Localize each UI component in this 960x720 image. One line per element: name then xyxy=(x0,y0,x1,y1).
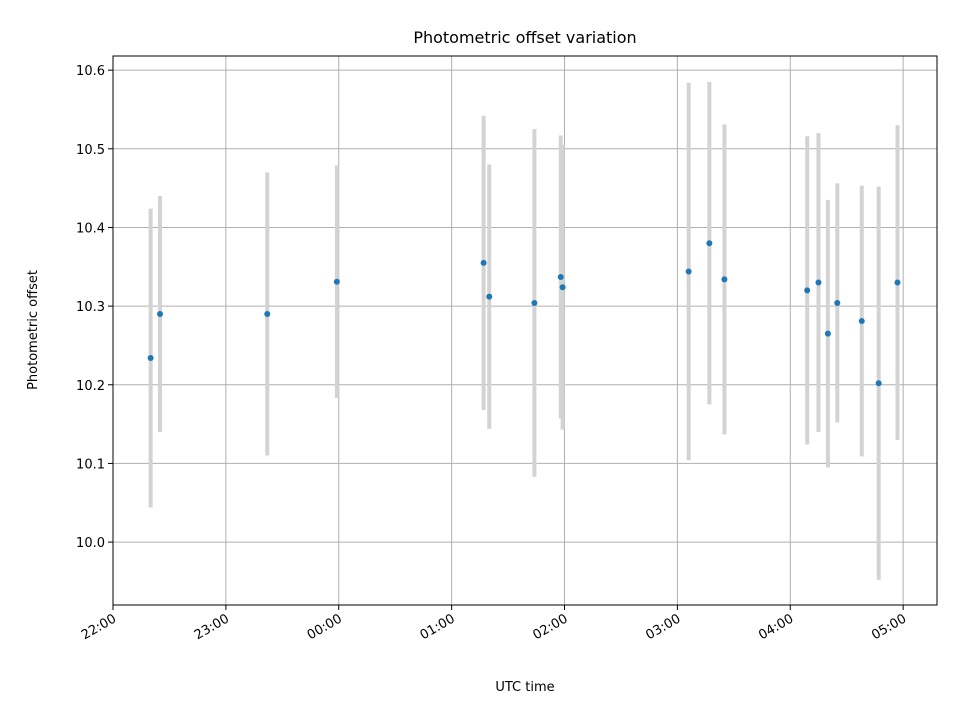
y-tick-label: 10.4 xyxy=(76,221,105,236)
data-point xyxy=(559,284,566,291)
y-axis-ticks: 10.0 10.1 10.2 10.3 10.4 10.5 10.6 xyxy=(76,64,113,551)
data-point xyxy=(804,287,811,294)
data-point xyxy=(486,293,493,300)
y-tick-label: 10.2 xyxy=(76,379,105,394)
data-point xyxy=(824,330,831,337)
data-point xyxy=(264,310,271,317)
plot-frame xyxy=(112,55,938,606)
data-point xyxy=(333,278,340,285)
data-point xyxy=(834,299,841,306)
chart-title: Photometric offset variation xyxy=(413,28,636,47)
data-point xyxy=(721,276,728,283)
data-point xyxy=(815,279,822,286)
y-tick-label: 10.6 xyxy=(76,64,105,79)
data-point xyxy=(557,274,564,281)
y-tick-label: 10.5 xyxy=(76,143,105,158)
x-axis-label: UTC time xyxy=(495,680,554,695)
data-point xyxy=(685,268,692,275)
data-point xyxy=(531,299,538,306)
y-tick-label: 10.3 xyxy=(76,300,105,315)
data-point xyxy=(875,380,882,387)
y-tick-label: 10.0 xyxy=(76,536,105,551)
data-point xyxy=(858,318,865,325)
data-point xyxy=(147,355,154,362)
data-point xyxy=(894,279,901,286)
data-points xyxy=(147,240,901,387)
data-point xyxy=(706,240,713,247)
data-point xyxy=(480,259,487,266)
y-tick-label: 10.1 xyxy=(76,457,105,472)
data-point xyxy=(157,310,164,317)
y-axis-label: Photometric offset xyxy=(26,270,41,390)
